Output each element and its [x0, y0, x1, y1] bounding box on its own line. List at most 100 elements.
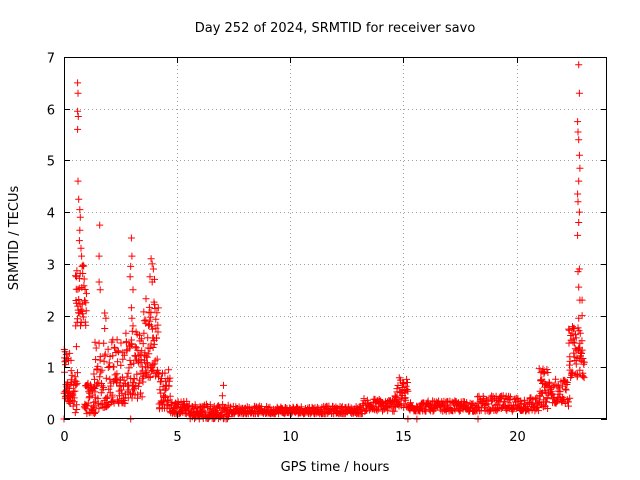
x-tick-label: 20	[509, 430, 526, 445]
data-point	[102, 374, 110, 382]
data-point	[127, 262, 135, 270]
data-point	[132, 352, 140, 360]
x-tick-label: 0	[60, 430, 68, 445]
data-point	[537, 369, 545, 377]
data-point	[74, 79, 82, 87]
data-point	[165, 377, 173, 385]
data-point	[96, 373, 104, 381]
data-point	[65, 384, 73, 392]
data-point	[92, 408, 100, 416]
data-point	[72, 343, 80, 351]
data-point	[110, 363, 118, 371]
data-point	[572, 331, 579, 339]
x-tick-label: 10	[282, 430, 299, 445]
y-tick-label: 6	[47, 104, 55, 119]
data-point	[575, 208, 583, 216]
data-point	[429, 397, 437, 405]
data-point	[140, 329, 148, 337]
data-point	[131, 343, 139, 351]
data-point	[74, 369, 81, 377]
data-point	[161, 369, 169, 377]
data-point	[160, 392, 168, 400]
data-point	[85, 388, 93, 396]
data-point	[80, 275, 88, 283]
data-point	[79, 313, 87, 321]
data-point	[109, 352, 117, 360]
data-point	[146, 373, 154, 381]
data-point	[74, 177, 82, 185]
data-point	[141, 370, 149, 378]
data-point	[77, 244, 85, 252]
data-point	[124, 369, 132, 377]
data-point	[74, 89, 82, 97]
data-point	[104, 364, 112, 371]
data-point	[79, 270, 87, 277]
data-point	[127, 234, 135, 242]
data-point	[574, 324, 582, 332]
data-point	[575, 219, 583, 226]
data-point	[154, 304, 162, 312]
data-point	[113, 336, 121, 344]
data-point	[91, 375, 98, 383]
data-point	[157, 378, 165, 386]
data-point	[568, 369, 576, 377]
data-point	[576, 164, 584, 172]
data-point	[506, 393, 514, 401]
data-point	[101, 350, 109, 358]
data-point	[120, 351, 128, 359]
data-point	[579, 372, 587, 380]
data-point	[574, 118, 582, 126]
data-point	[525, 407, 533, 415]
x-tick-label: 15	[395, 430, 412, 445]
data-point	[572, 360, 580, 368]
data-point	[570, 349, 578, 357]
data-point	[72, 273, 80, 281]
data-point	[96, 353, 104, 361]
data-point	[168, 398, 176, 406]
data-point	[146, 317, 154, 325]
data-point	[575, 283, 583, 291]
data-point	[128, 327, 136, 335]
data-point	[544, 405, 552, 412]
data-point	[128, 340, 136, 348]
data-point	[126, 273, 134, 281]
plot-frame	[64, 57, 607, 419]
data-point	[552, 375, 560, 383]
data-point	[402, 396, 410, 404]
data-point	[129, 322, 137, 330]
data-point	[76, 226, 84, 234]
data-point	[100, 383, 107, 391]
data-point	[578, 350, 585, 357]
data-point	[568, 329, 576, 337]
data-point	[80, 282, 88, 290]
data-point	[575, 61, 583, 69]
y-tick-label: 4	[47, 207, 55, 222]
data-point	[93, 379, 101, 387]
data-point	[74, 315, 81, 323]
data-point	[95, 278, 103, 286]
data-point	[578, 296, 586, 304]
data-point	[158, 375, 166, 382]
data-point	[139, 378, 147, 386]
data-point	[575, 151, 583, 159]
data-point	[102, 314, 110, 322]
data-point	[154, 321, 162, 329]
data-point	[145, 350, 153, 358]
data-point	[146, 345, 154, 352]
data-point	[216, 403, 223, 411]
data-point	[79, 310, 87, 318]
data-point	[154, 366, 162, 374]
data-point	[566, 394, 574, 402]
data-point	[263, 403, 271, 410]
data-point	[147, 255, 155, 263]
data-point	[134, 382, 142, 390]
data-point	[558, 382, 566, 390]
data-point	[75, 296, 83, 303]
data-point	[137, 356, 145, 364]
data-point	[138, 335, 146, 343]
data-point	[91, 385, 99, 392]
data-point	[574, 231, 582, 239]
data-point	[540, 370, 548, 378]
data-point	[404, 387, 412, 395]
data-point	[90, 401, 98, 409]
